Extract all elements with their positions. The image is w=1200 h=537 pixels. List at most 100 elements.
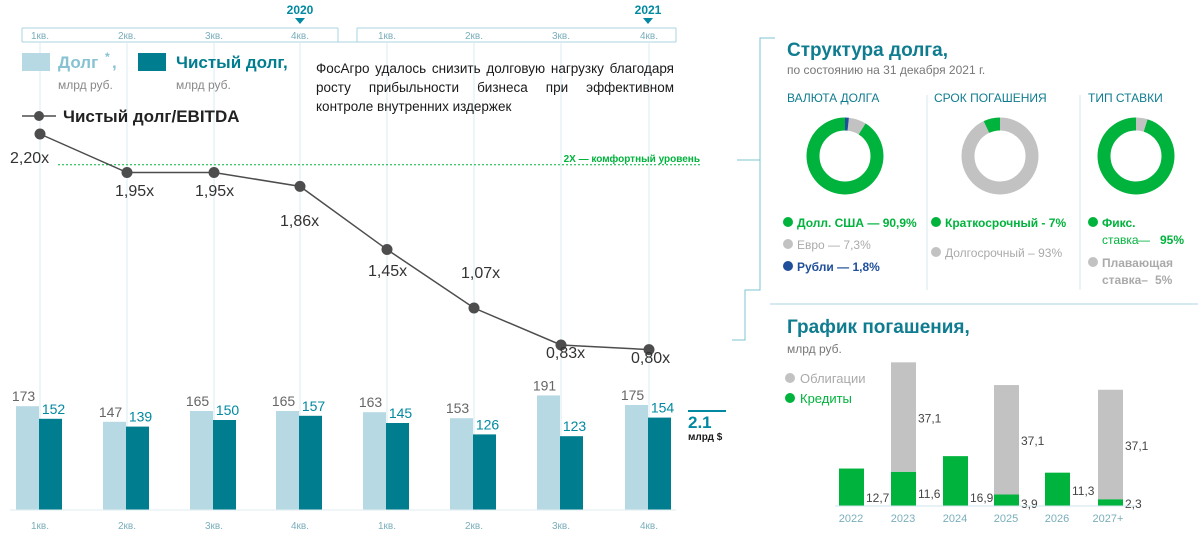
net-debt-bar — [386, 423, 409, 510]
bottom-quarter-label: 1кв. — [31, 521, 49, 532]
loan-value-label: 16,9 — [970, 491, 994, 505]
debt-bar — [625, 405, 648, 510]
net-debt-bar-label: 123 — [563, 418, 587, 434]
loan-value-label: 11,6 — [918, 487, 941, 501]
top-quarter-label: 4кв. — [640, 31, 658, 42]
donut-group — [1097, 117, 1175, 195]
ratio-point — [34, 128, 46, 140]
debt-bar-label: 191 — [533, 377, 557, 393]
net-debt-bar — [473, 434, 496, 510]
year-label-2021: 2021 — [635, 3, 662, 17]
net-debt-bar — [648, 417, 671, 510]
bond-bar — [1098, 389, 1123, 500]
legend-fixed-2: ставка — [1102, 233, 1139, 247]
net-debt-bar-label: 139 — [129, 409, 153, 425]
loan-bar — [1098, 499, 1123, 506]
donut-title: СРОК ПОГАШЕНИЯ — [934, 91, 1047, 105]
legend-dot-usd — [783, 217, 793, 227]
legend-dot-long — [931, 247, 941, 257]
loan-value-label: 2,3 — [1125, 497, 1142, 511]
net-debt-legend-label: Чистый долг, — [176, 53, 288, 72]
year-tick-label: 2023 — [891, 513, 915, 525]
debt-bar — [537, 395, 560, 510]
legend-dot-float — [1088, 257, 1098, 267]
legend-dot-bonds — [785, 373, 795, 383]
ratio-value-label: 0,80x — [631, 350, 670, 367]
legend-dot-short — [931, 217, 941, 227]
year-tick-label: 2027+ — [1093, 513, 1124, 525]
net-debt-bar — [126, 426, 149, 510]
top-quarter-label: 2кв. — [118, 31, 136, 42]
bond-value-label: 37,1 — [918, 411, 942, 425]
legend-dot-rub — [783, 261, 793, 271]
legend-float-pct: 5% — [1155, 273, 1173, 287]
year-marker-2021 — [643, 18, 653, 24]
ratio-value-label: 1,86x — [280, 213, 319, 230]
loan-bar — [891, 471, 916, 506]
donut-slice — [806, 117, 884, 195]
debt-bar — [103, 421, 126, 510]
debt-legend-star: * — [105, 50, 110, 64]
side-note-value: 2.1 — [688, 410, 726, 433]
bottom-quarter-label: 2кв. — [118, 521, 136, 532]
year-label-2020: 2020 — [287, 3, 314, 17]
ratio-value-label: 2,20x — [10, 150, 49, 167]
debt-bar — [190, 411, 213, 510]
ratio-value-label: 0,83x — [546, 345, 585, 362]
ratio-point — [208, 167, 220, 178]
legend-loans: Кредиты — [800, 391, 852, 406]
top-quarter-label: 1кв. — [378, 31, 396, 42]
net-debt-legend-swatch — [138, 53, 166, 71]
side-note-unit: млрд $ — [688, 432, 723, 443]
repayment-title: График погашения, — [787, 317, 970, 338]
donut-slice — [806, 117, 884, 195]
legend-dot-eur — [783, 239, 793, 249]
debt-bar — [450, 418, 473, 510]
debt-bar-label: 153 — [446, 400, 470, 416]
ratio-point — [121, 167, 133, 178]
net-debt-bar — [213, 420, 236, 510]
net-debt-bar — [560, 436, 583, 510]
loan-value-label: 11,3 — [1072, 484, 1095, 498]
net-debt-bar — [39, 418, 62, 510]
debt-bar-label: 163 — [359, 394, 383, 410]
comfort-level-label: 2Х — комфортный уровень — [564, 153, 700, 165]
donut-slice — [1097, 117, 1175, 195]
bottom-quarter-label: 4кв. — [291, 521, 309, 532]
bond-bar — [994, 385, 1019, 495]
year-tick-label: 2025 — [994, 513, 1018, 525]
legend-float-1: Плавающая — [1102, 256, 1173, 270]
ratio-point — [555, 339, 567, 351]
legend-fixed-pct: 95% — [1160, 233, 1184, 247]
net-debt-bar-label: 152 — [42, 401, 66, 417]
ratio-line — [39, 133, 650, 351]
legend-fixed-1: Фикс. — [1102, 216, 1135, 230]
ratio-point — [294, 180, 306, 192]
net-debt-bar-label: 145 — [389, 405, 413, 421]
debt-bar — [276, 411, 299, 510]
ratio-point — [643, 344, 655, 356]
debt-bar-label: 175 — [621, 387, 645, 403]
loan-bar — [1045, 472, 1070, 506]
top-quarter-label: 3кв. — [205, 31, 223, 42]
legend-long: Долгосрочный – 93% — [945, 246, 1062, 260]
donut-title: ВАЛЮТА ДОЛГА — [787, 91, 879, 105]
legend-bonds: Облигации — [800, 371, 865, 386]
bottom-quarter-label: 4кв. — [640, 521, 658, 532]
ratio-value-label: 1,07x — [461, 265, 500, 282]
loan-bar — [994, 494, 1019, 506]
year-marker-2020 — [295, 18, 305, 24]
bottom-quarter-label: 3кв. — [552, 521, 570, 532]
side-note: 2.1 млрд $ — [688, 410, 726, 443]
debt-bar-label: 165 — [186, 393, 210, 409]
bottom-quarter-label: 2кв. — [465, 521, 483, 532]
description-text: ФосАгро удалось снизить долговую нагрузк… — [316, 61, 674, 114]
legend-rub: Рубли — 1,8% — [797, 260, 880, 274]
ratio-value-label: 1,95x — [195, 183, 234, 200]
bond-value-label: 37,1 — [1125, 439, 1149, 453]
structure-bracket-lower — [732, 160, 761, 341]
debt-bar-label: 165 — [272, 393, 296, 409]
debt-legend-unit: млрд руб. — [58, 78, 113, 92]
